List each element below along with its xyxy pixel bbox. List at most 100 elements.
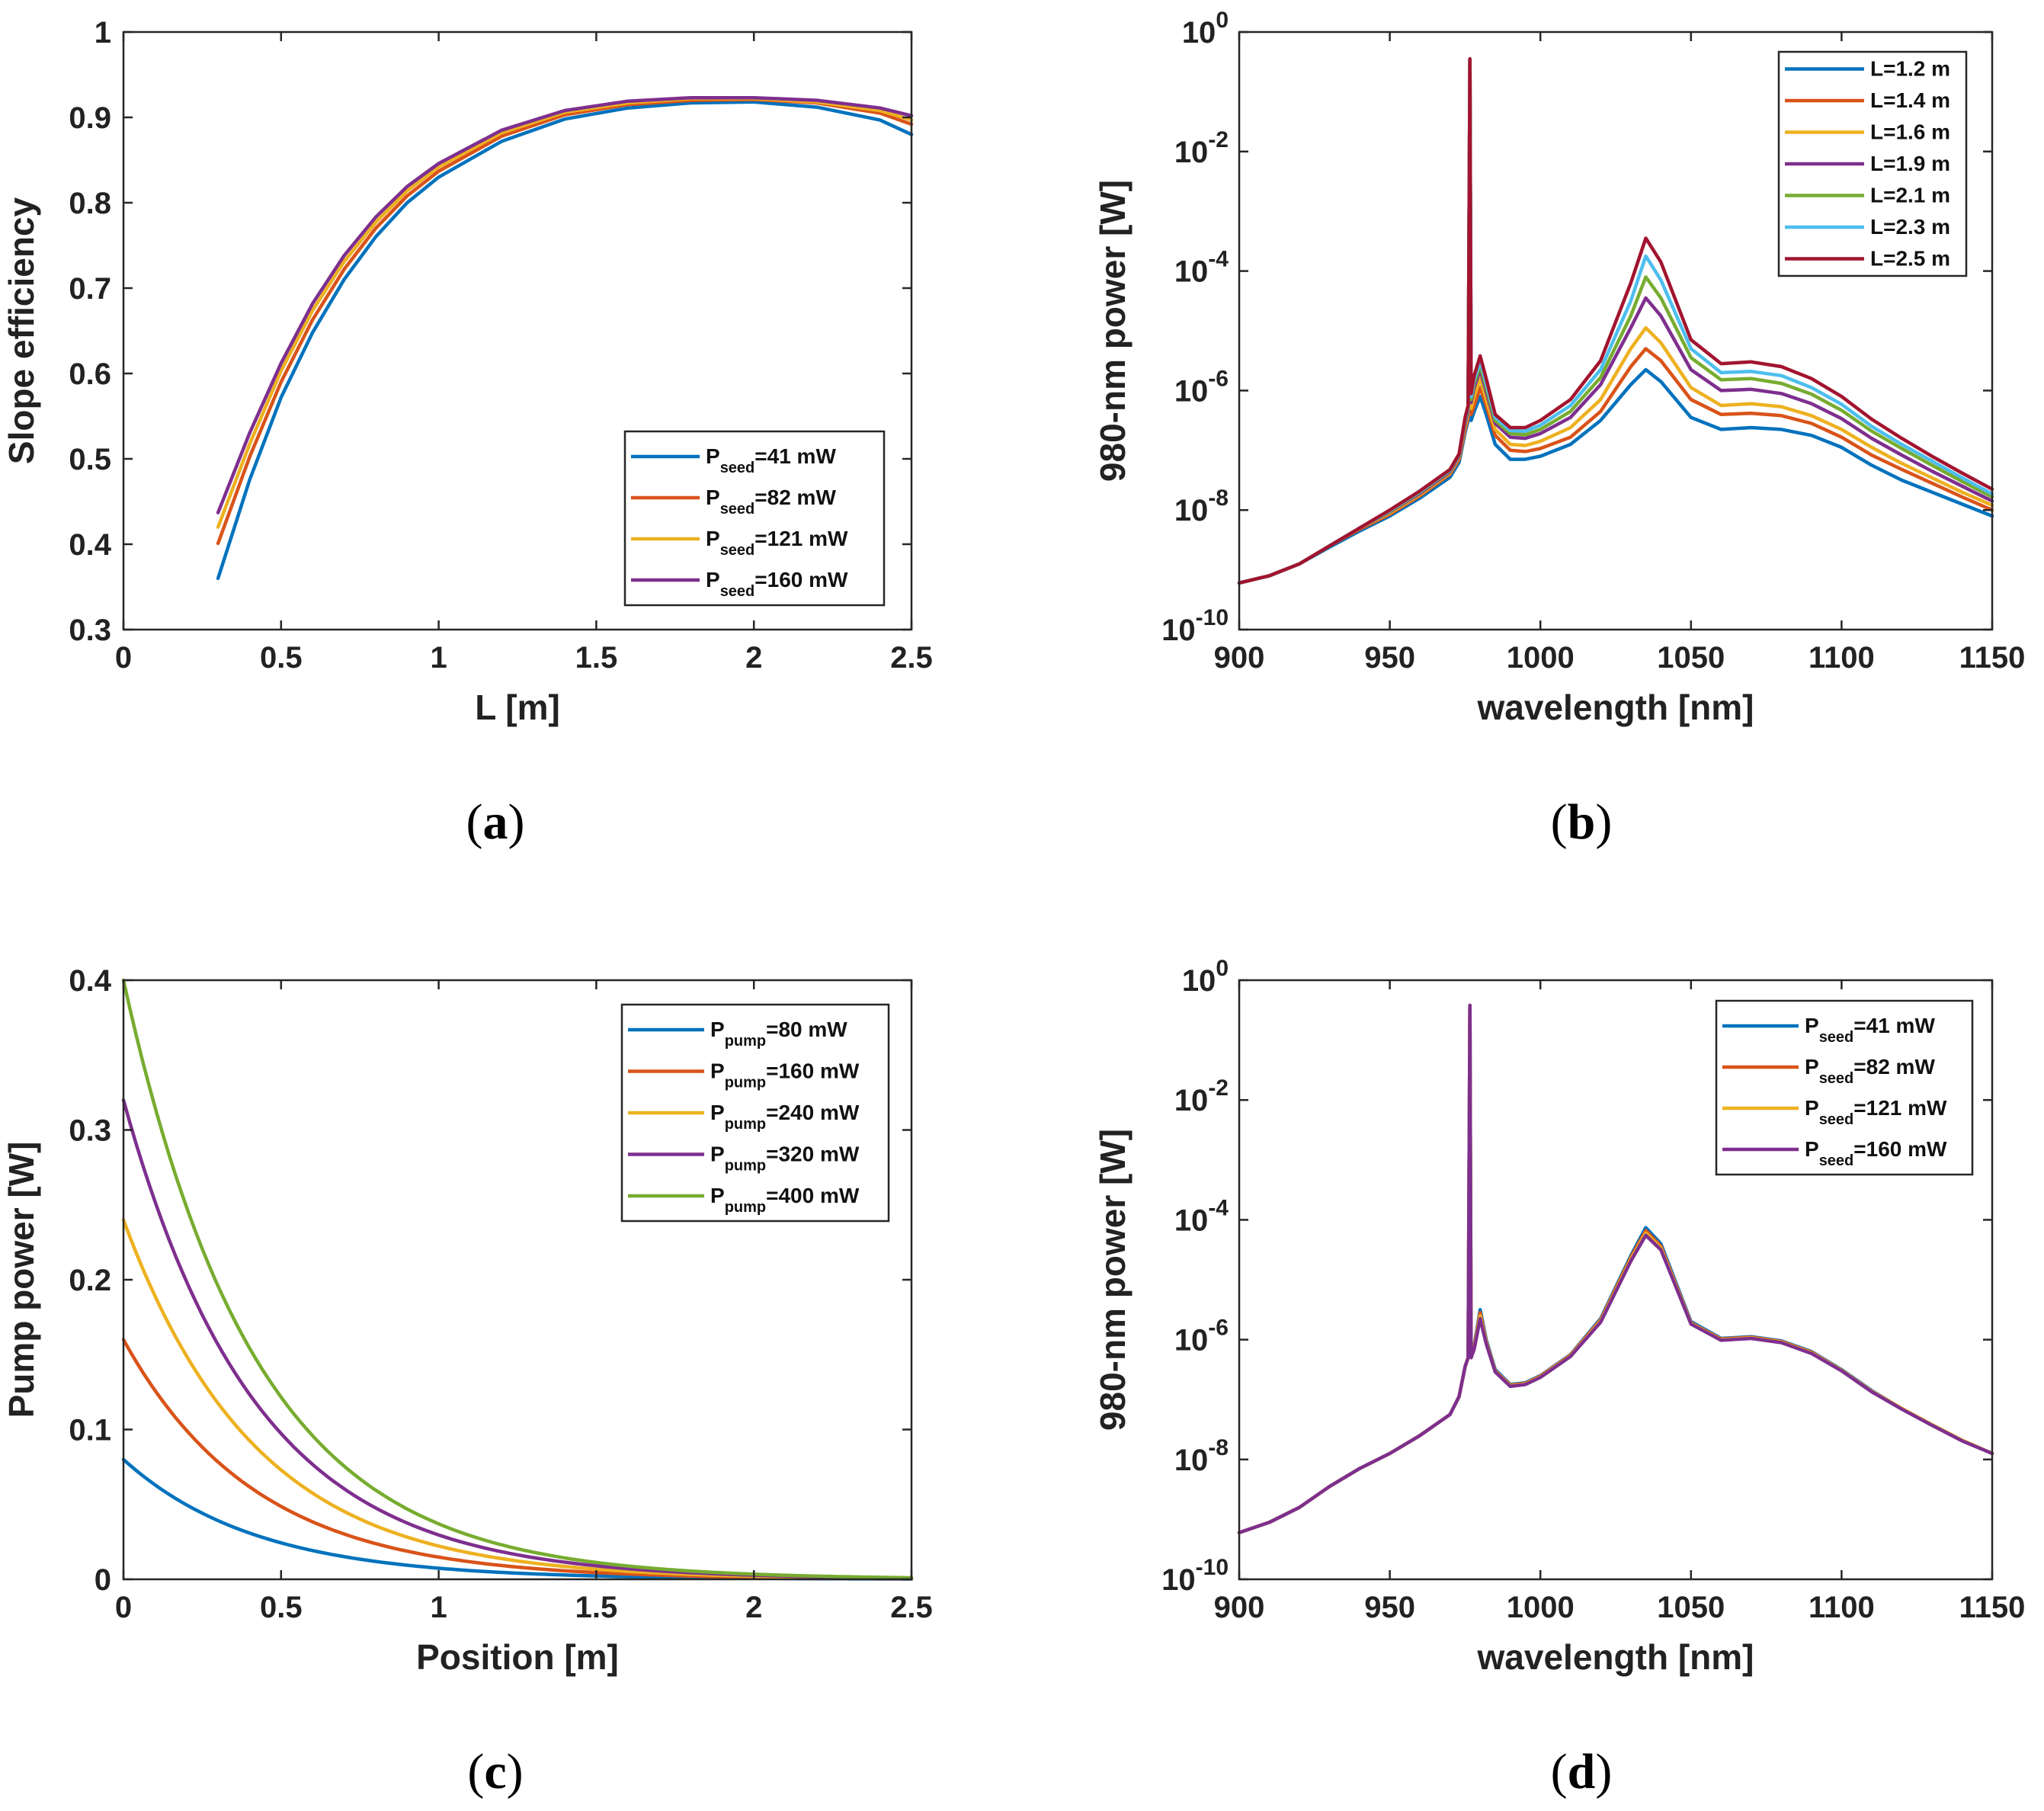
y-tick-label: 100 xyxy=(1182,956,1229,998)
x-tick-label: 2.5 xyxy=(890,641,933,675)
series-line-5 xyxy=(121,978,914,1580)
x-tick-label: 1100 xyxy=(1809,641,1875,675)
y-tick-label: 10-10 xyxy=(1161,605,1229,647)
y-tick-label: 0.6 xyxy=(69,357,111,391)
legend: Ppump=80 mW Ppump=160 mW Ppump=240 mW Ppump… xyxy=(620,1003,890,1223)
x-tick-label: 1150 xyxy=(1959,641,2026,675)
y-tick-label: 0.4 xyxy=(69,528,111,562)
y-tick-label: 0 xyxy=(95,1563,111,1597)
series-lines xyxy=(1237,1003,1994,1534)
panel-caption: (c) xyxy=(467,1744,523,1800)
x-axis-label: wavelength [nm] xyxy=(1477,688,1754,727)
y-tick-label: 0.1 xyxy=(69,1414,111,1447)
legend-box xyxy=(623,430,886,607)
x-tick-label: 1.5 xyxy=(575,641,618,675)
x-tick-label: 1 xyxy=(430,641,447,675)
series-lines xyxy=(121,978,914,1581)
x-axis-label: Position [m] xyxy=(416,1637,619,1677)
panel-caption: (d) xyxy=(1551,1744,1613,1800)
x-tick-label: 2.5 xyxy=(890,1591,933,1624)
x-tick-label: 0.5 xyxy=(260,1591,303,1624)
x-tick-label: 1.5 xyxy=(575,1591,618,1624)
y-tick-label: 10-8 xyxy=(1174,486,1229,527)
plot-frame xyxy=(1238,30,1994,631)
y-tick-label: 0.3 xyxy=(69,1114,111,1148)
series-lines xyxy=(216,95,914,581)
y-axis-label: Pump power [W] xyxy=(2,1142,41,1418)
y-tick-label: 10-6 xyxy=(1174,366,1229,408)
legend-entry: Pseed=82 mW xyxy=(706,486,836,518)
legend-entry: Ppump=320 mW xyxy=(710,1143,860,1175)
panel-b-spectrum-vs-length: 900 950 1000 1050 1100 1150 10-10 10-8 10-6 10-4 1… xyxy=(1093,8,2025,850)
legend-box xyxy=(1715,999,1974,1176)
y-axis-label: Slope efficiency xyxy=(2,197,41,464)
x-axis-label: wavelength [nm] xyxy=(1477,1637,1754,1677)
x-tick-label: 950 xyxy=(1364,1591,1415,1624)
legend-entry: Ppump=240 mW xyxy=(710,1101,860,1133)
series-line-1 xyxy=(216,100,914,581)
panel-a-slope-efficiency: 0 0.5 1 1.5 2 2.5 0.3 0.4 0.5 0.6 0.7 0.8 0.9 1 L [m] S… xyxy=(2,16,933,850)
y-tick-label: 10-2 xyxy=(1174,127,1229,169)
legend-entry: Ppump=400 mW xyxy=(710,1184,860,1216)
y-tick-label: 10-2 xyxy=(1174,1075,1229,1117)
y-tick-label: 1 xyxy=(95,16,111,50)
x-tick-label: 1 xyxy=(430,1591,447,1624)
legend-entry: Pseed=41 mW xyxy=(1805,1014,1935,1046)
y-axis-label: 980-nm power [W] xyxy=(1093,180,1133,482)
x-tick-label: 2 xyxy=(745,641,762,675)
x-tick-label: 1100 xyxy=(1809,1591,1875,1624)
series-line-4 xyxy=(1237,1003,1994,1534)
x-tick-label: 900 xyxy=(1214,1591,1265,1624)
x-tick-label: 1150 xyxy=(1959,1591,2026,1624)
y-tick-label: 0.5 xyxy=(69,443,111,476)
legend-entry: Pseed=160 mW xyxy=(1805,1137,1947,1169)
legend-entry: L=1.6 m xyxy=(1870,120,1950,144)
panel-caption: (a) xyxy=(466,794,525,850)
series-line-7 xyxy=(1237,57,1994,585)
panel-c-pump-power: 0 0.5 1 1.5 2 2.5 0 0.1 0.2 0.3 0.4 Position [m] Pum… xyxy=(2,964,933,1800)
legend-entry: L=1.9 m xyxy=(1870,152,1950,175)
legend-entry: Pseed=160 mW xyxy=(706,568,848,600)
legend-entry: L=2.3 m xyxy=(1870,215,1950,239)
legend-entry: Pseed=121 mW xyxy=(1805,1096,1947,1128)
x-tick-label: 2 xyxy=(745,1591,762,1624)
y-tick-label: 10-4 xyxy=(1174,1195,1229,1237)
legend-entry: Pseed=41 mW xyxy=(706,444,836,476)
legend-entry: L=2.1 m xyxy=(1870,184,1950,207)
legend: Pseed=41 mW Pseed=82 mW Pseed=121 mW Pseed=… xyxy=(623,430,886,607)
legend-entry: Ppump=80 mW xyxy=(710,1018,847,1050)
legend-entry: Pseed=121 mW xyxy=(706,527,848,559)
y-tick-label: 0.8 xyxy=(69,187,111,220)
x-tick-label: 1000 xyxy=(1507,1591,1575,1624)
x-tick-label: 0 xyxy=(115,641,132,675)
legend: Pseed=41 mW Pseed=82 mW Pseed=121 mW Pseed=… xyxy=(1715,999,1974,1176)
y-axis-label: 980-nm power [W] xyxy=(1093,1129,1133,1431)
plot-frame xyxy=(1238,979,1994,1581)
panel-caption: (b) xyxy=(1551,794,1613,850)
y-tick-label: 10-6 xyxy=(1174,1316,1229,1357)
legend-entry: L=1.2 m xyxy=(1870,57,1950,81)
x-axis-label: L [m] xyxy=(475,688,560,727)
x-tick-label: 1050 xyxy=(1657,1591,1725,1624)
panel-d-spectrum-vs-seed: 900 950 1000 1050 1100 1150 10-10 10-8 10-6 10-4 1… xyxy=(1093,956,2025,1800)
x-tick-label: 1000 xyxy=(1507,641,1575,675)
legend: L=1.2 m L=1.4 m L=1.6 m L=1.9 m L=2.1 m L=2.3… xyxy=(1777,50,1968,277)
legend-entry: Pseed=82 mW xyxy=(1805,1055,1935,1087)
y-tick-label: 10-4 xyxy=(1174,247,1229,289)
y-tick-label: 0.4 xyxy=(69,964,111,998)
y-tick-label: 0.7 xyxy=(69,272,111,306)
y-tick-label: 10-8 xyxy=(1174,1435,1229,1477)
series-line-4 xyxy=(216,95,914,514)
legend-entry: L=1.4 m xyxy=(1870,88,1950,112)
y-tick-label: 100 xyxy=(1182,8,1229,50)
x-tick-label: 900 xyxy=(1214,641,1265,675)
legend-entry: L=2.5 m xyxy=(1870,247,1950,271)
y-tick-label: 10-10 xyxy=(1161,1555,1229,1597)
y-tick-label: 0.3 xyxy=(69,614,111,647)
legend-entry: Ppump=160 mW xyxy=(710,1059,860,1091)
series-line-1 xyxy=(1237,57,1994,585)
x-tick-label: 0.5 xyxy=(260,641,303,675)
y-tick-label: 0.9 xyxy=(69,101,111,135)
x-tick-label: 950 xyxy=(1364,641,1415,675)
